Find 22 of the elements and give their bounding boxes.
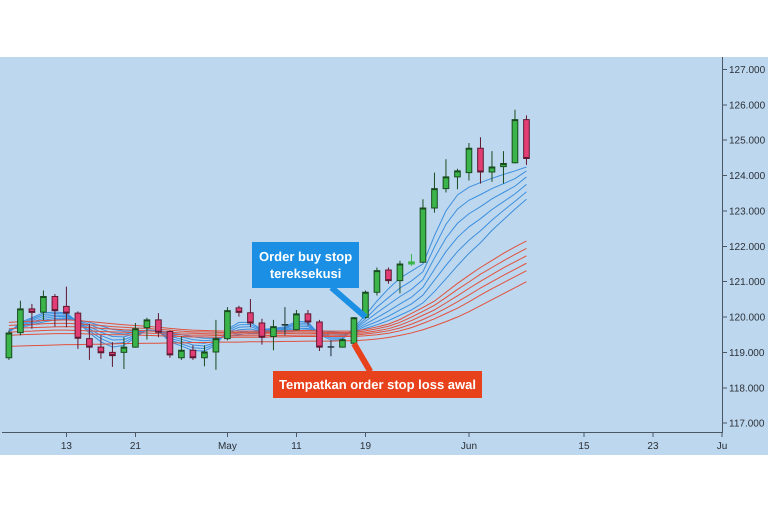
y-tick-label: 120.000 xyxy=(729,312,766,324)
y-tick-label: 124.000 xyxy=(729,171,766,182)
y-tick-label: 118.000 xyxy=(729,383,765,394)
y-tick-label: 121.000 xyxy=(729,277,766,288)
x-tick-label: Ju xyxy=(716,441,728,452)
x-tick-label: 19 xyxy=(360,441,372,452)
y-tick-label: 126.000 xyxy=(729,100,766,112)
x-tick-label: May xyxy=(218,441,237,452)
x-tick-label: 11 xyxy=(291,441,302,452)
y-tick-label: 117.000 xyxy=(729,418,765,430)
annotation: Tempatkan order stop loss awal xyxy=(279,377,476,392)
x-tick-label: 13 xyxy=(60,441,72,452)
y-tick-label: 125.000 xyxy=(729,136,766,147)
y-tick-label: 119.000 xyxy=(729,348,765,359)
y-tick-label: 127.000 xyxy=(729,64,766,76)
y-tick-label: 123.000 xyxy=(729,206,766,218)
annotation: Order buy stop tereksekusi xyxy=(259,249,352,281)
x-tick-label: 15 xyxy=(578,441,590,452)
x-tick-label: 23 xyxy=(647,441,659,452)
x-tick-label: 21 xyxy=(130,441,142,452)
y-tick-label: 122.000 xyxy=(729,242,766,253)
x-tick-label: Jun xyxy=(460,441,478,452)
